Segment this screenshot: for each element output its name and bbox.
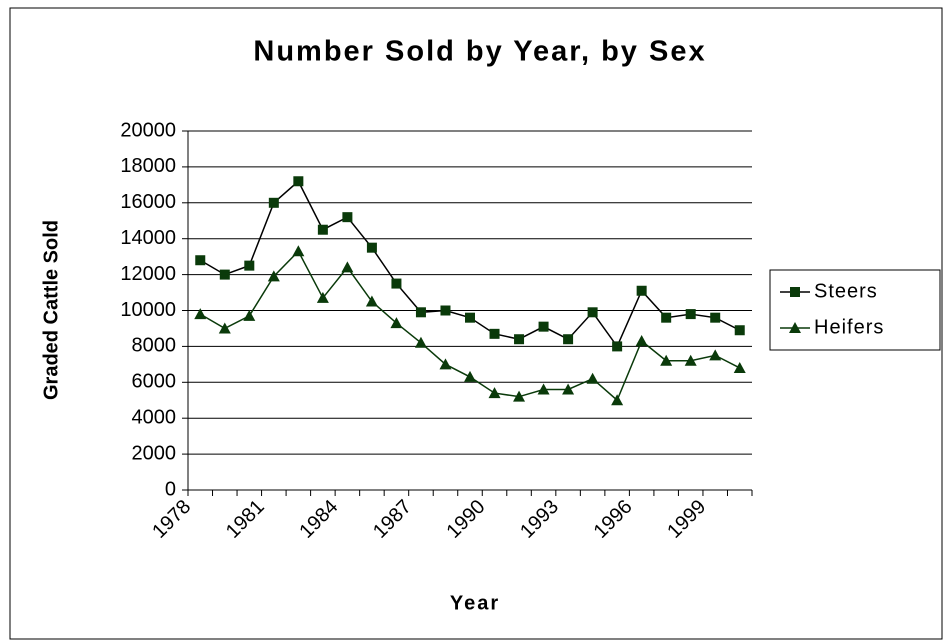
data-point	[513, 390, 526, 402]
y-tick-label: 8000	[132, 335, 177, 357]
data-point	[514, 334, 525, 345]
data-point	[244, 260, 255, 271]
data-point	[685, 309, 696, 320]
y-tick-label: 14000	[120, 227, 176, 249]
data-point	[317, 224, 328, 235]
data-point	[538, 321, 549, 332]
data-point	[293, 176, 304, 187]
x-axis-title: Year	[450, 592, 500, 614]
data-point	[537, 383, 550, 395]
data-point	[268, 197, 279, 208]
data-point	[661, 312, 672, 323]
y-tick-label: 20000	[120, 119, 176, 141]
legend-label: Heifers	[814, 316, 884, 338]
data-point	[612, 341, 623, 352]
data-point	[195, 255, 206, 266]
data-point	[710, 312, 721, 323]
data-point	[415, 307, 426, 318]
data-point	[488, 387, 501, 399]
data-point	[292, 245, 305, 257]
data-point	[267, 270, 280, 282]
y-tick-label: 6000	[132, 371, 177, 393]
data-point	[636, 285, 647, 296]
data-point	[194, 308, 207, 320]
y-tick-label: 0	[165, 478, 176, 500]
data-point	[341, 261, 354, 273]
data-point	[390, 317, 403, 329]
data-point	[342, 212, 353, 223]
legend-label: Steers	[814, 280, 878, 302]
data-point	[439, 358, 452, 370]
data-point	[562, 383, 575, 395]
data-point	[660, 354, 673, 366]
data-point	[586, 372, 599, 384]
y-axis-title: Graded Cattle Sold	[40, 220, 62, 400]
y-tick-label: 4000	[132, 406, 177, 428]
data-point	[464, 370, 476, 382]
y-tick-label: 16000	[120, 191, 176, 213]
data-point	[414, 336, 427, 348]
y-tick-label: 18000	[120, 155, 176, 177]
data-point	[635, 335, 648, 347]
data-point	[219, 269, 230, 280]
y-tick-label: 2000	[132, 442, 177, 464]
legend-marker	[789, 322, 801, 333]
y-tick-label: 12000	[120, 263, 176, 285]
data-point	[440, 305, 451, 316]
data-point	[563, 334, 574, 345]
data-point	[243, 309, 256, 321]
data-point	[316, 291, 329, 303]
data-point	[587, 307, 598, 318]
y-tick-label: 10000	[120, 299, 176, 321]
data-point	[709, 349, 722, 361]
data-point	[365, 295, 378, 307]
data-point	[733, 361, 746, 373]
data-point	[611, 394, 624, 406]
data-point	[734, 325, 745, 336]
data-point	[489, 328, 500, 339]
chart-title: Number Sold by Year, by Sex	[253, 36, 706, 68]
data-point	[218, 322, 231, 334]
data-point	[391, 278, 402, 289]
legend-marker	[790, 287, 800, 297]
legend-box	[769, 269, 941, 351]
data-point	[366, 242, 377, 253]
data-point	[465, 312, 475, 323]
data-point	[684, 354, 697, 366]
